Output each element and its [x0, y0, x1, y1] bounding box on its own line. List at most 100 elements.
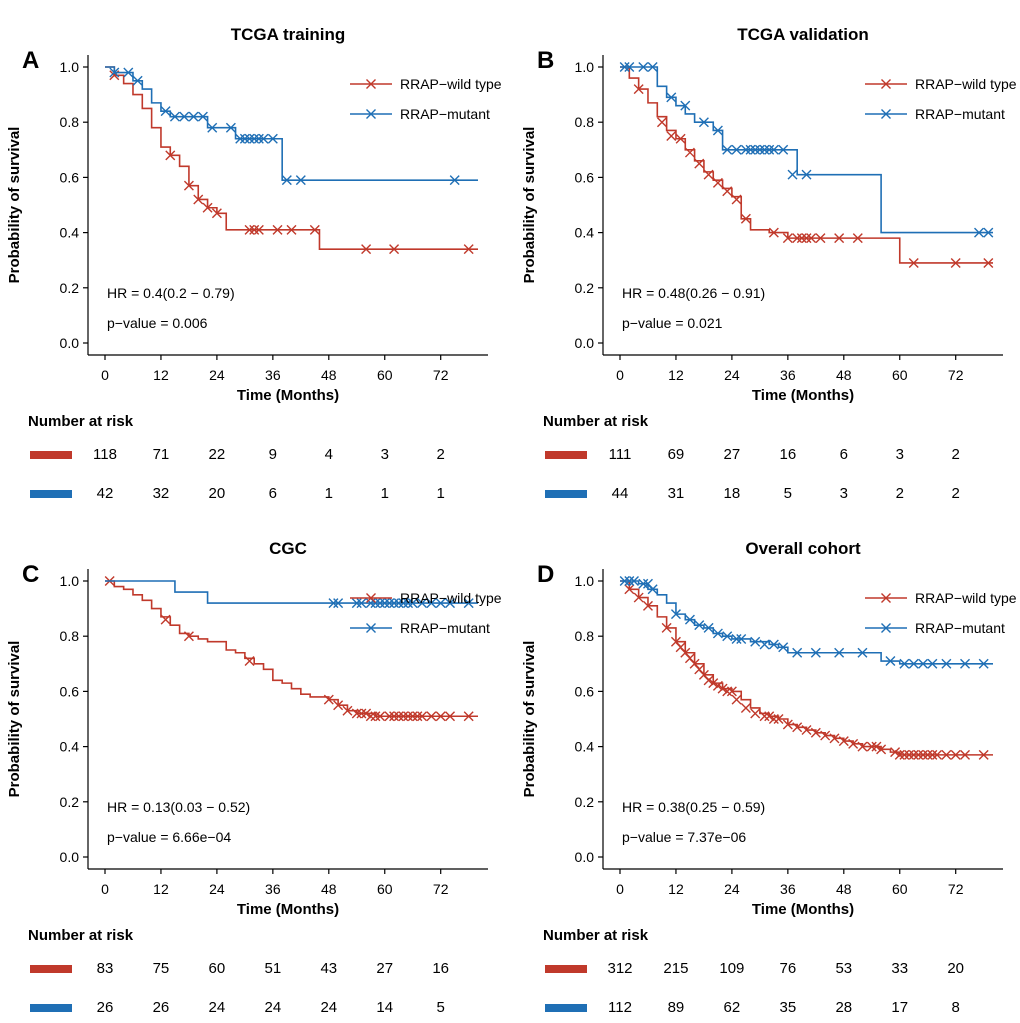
y-tick-label: 0.6 — [575, 683, 595, 699]
risk-count: 6 — [840, 446, 848, 463]
p-value-annotation: p−value = 7.37e−06 — [622, 829, 746, 845]
y-tick-label: 0.8 — [575, 628, 595, 644]
censor-mark — [244, 656, 255, 667]
censor-mark — [712, 680, 723, 691]
x-tick-label: 60 — [377, 367, 393, 383]
censor-mark — [249, 224, 260, 235]
censor-mark — [810, 647, 821, 658]
censor-mark — [675, 133, 686, 144]
censor-mark — [941, 658, 952, 669]
censor-mark — [361, 244, 372, 255]
censor-mark — [426, 598, 437, 609]
risk-count: 1 — [381, 485, 389, 502]
y-tick-label: 1.0 — [60, 573, 80, 589]
risk-count: 53 — [835, 960, 852, 977]
x-tick-label: 36 — [265, 881, 281, 897]
panel-letter: B — [537, 47, 554, 74]
censor-mark — [810, 727, 821, 738]
censor-mark — [407, 711, 418, 722]
censor-mark — [393, 711, 404, 722]
censor-mark — [398, 598, 409, 609]
censor-mark — [295, 175, 306, 186]
y-axis-label: Probability of survival — [521, 127, 538, 284]
p-value-annotation: p−value = 6.66e−04 — [107, 829, 231, 845]
censor-mark — [722, 186, 733, 197]
censor-mark — [633, 84, 644, 95]
risk-count: 118 — [93, 446, 117, 463]
chart-title: TCGA validation — [737, 25, 869, 44]
y-tick-label: 0.4 — [575, 225, 595, 241]
risk-count: 18 — [724, 485, 741, 502]
censor-mark — [801, 725, 812, 736]
x-tick-label: 24 — [209, 367, 225, 383]
legend-marker — [366, 79, 376, 89]
censor-mark — [750, 636, 761, 647]
censor-mark — [647, 584, 658, 595]
x-axis-label: Time (Months) — [237, 901, 339, 918]
risk-count: 51 — [265, 960, 282, 977]
censor-mark — [722, 686, 733, 697]
panel-b: TCGA validation B 0.0 0.2 0.4 0.6 0.8 1.0 0 12 24 3… — [521, 25, 1017, 502]
censor-mark — [698, 117, 709, 128]
censor-mark — [417, 598, 428, 609]
x-tick-label: 60 — [892, 367, 908, 383]
risk-count: 69 — [668, 446, 685, 463]
panel-d: Overall cohort D 0.0 0.2 0.4 0.6 0.8 1.0 0 12 24 36… — [521, 539, 1017, 1016]
p-value-annotation: p−value = 0.021 — [622, 315, 723, 331]
censor-mark — [703, 675, 714, 686]
x-tick-label: 12 — [153, 881, 169, 897]
censor-mark — [370, 711, 381, 722]
survival-curve-mutant — [620, 580, 993, 665]
risk-count: 3 — [896, 446, 904, 463]
legend-label: RRAP−wild type — [915, 76, 1017, 92]
censor-mark — [445, 598, 456, 609]
censor-mark — [782, 233, 793, 244]
censor-mark — [950, 257, 961, 268]
censor-mark — [913, 749, 924, 760]
risk-count: 14 — [376, 999, 393, 1016]
censor-mark — [619, 62, 630, 72]
legend-label: RRAP−mutant — [915, 106, 1005, 122]
risk-count: 32 — [153, 485, 170, 502]
y-tick-label: 1.0 — [575, 59, 595, 75]
censor-mark — [876, 744, 887, 755]
risk-count: 9 — [269, 446, 277, 463]
censor-mark — [463, 711, 474, 722]
risk-count: 3 — [381, 446, 389, 463]
x-tick-label: 48 — [836, 367, 852, 383]
survival-curve-wild-type — [105, 66, 478, 250]
censor-mark — [351, 598, 362, 609]
risk-count: 16 — [780, 446, 797, 463]
y-tick-label: 0.4 — [60, 225, 80, 241]
censor-mark — [258, 133, 269, 144]
y-tick-label: 0.0 — [575, 849, 595, 865]
censor-mark — [417, 711, 428, 722]
x-tick-label: 72 — [433, 881, 449, 897]
censor-mark — [109, 67, 120, 78]
legend-marker — [366, 593, 376, 603]
censor-mark — [712, 177, 723, 188]
censor-mark — [361, 708, 372, 719]
censor-mark — [708, 678, 719, 689]
censor-mark — [759, 639, 770, 650]
risk-row-color-bar — [30, 965, 72, 973]
risk-count: 5 — [784, 485, 792, 502]
risk-count: 111 — [609, 446, 632, 463]
x-tick-label: 24 — [209, 881, 225, 897]
censor-mark — [796, 233, 807, 244]
censor-mark — [253, 133, 264, 144]
censor-mark — [426, 711, 437, 722]
legend-marker — [366, 623, 376, 633]
censor-mark — [169, 111, 180, 122]
censor-mark — [328, 598, 339, 609]
censor-mark — [960, 749, 971, 760]
censor-mark — [463, 598, 474, 609]
survival-curve-mutant — [105, 66, 478, 181]
censor-mark — [445, 711, 456, 722]
censor-mark — [628, 576, 639, 586]
censor-mark — [435, 598, 446, 609]
censor-mark — [694, 620, 705, 631]
risk-count: 17 — [891, 999, 908, 1016]
